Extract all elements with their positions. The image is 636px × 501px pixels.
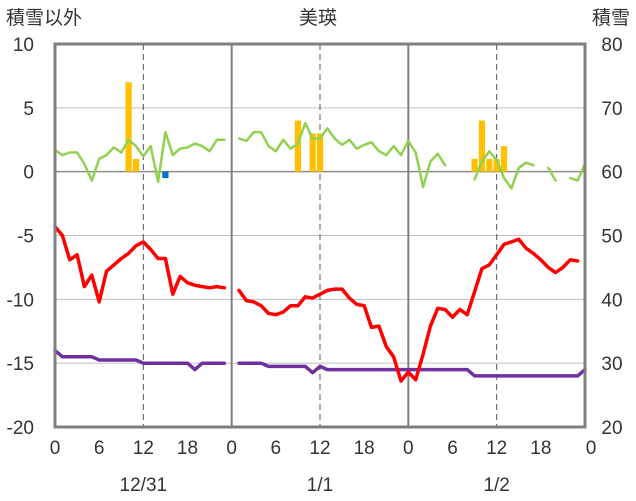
snowfall-change-bar	[162, 171, 169, 179]
x-tick-label: 6	[271, 438, 282, 459]
x-tick-label: 12	[133, 438, 154, 459]
x-tick-label: 18	[354, 438, 375, 459]
right-tick-label: 40	[601, 290, 622, 311]
right-tick-label: 80	[601, 35, 622, 56]
temperature-line	[237, 237, 580, 383]
right-tick-label: 70	[601, 99, 622, 120]
wind-line	[237, 121, 447, 189]
x-axis-ticks: 0 6 12 18 0 6 12 18 0 6 12 18 0	[50, 438, 597, 459]
x-tick-label: 0	[403, 438, 414, 459]
x-tick-label: 6	[447, 438, 458, 459]
precipitation-bar	[478, 120, 486, 172]
right-tick-label: 60	[601, 163, 622, 184]
grid-lines	[55, 44, 585, 427]
right-axis-ticks: 80 70 60 50 40 30 20	[601, 35, 622, 439]
date-labels: 12/31 1/1 1/2	[120, 475, 510, 496]
plot-frame	[53, 42, 587, 429]
left-tick-label: -20	[7, 418, 34, 439]
right-tick-label: 20	[601, 418, 622, 439]
date-label: 1/1	[307, 475, 333, 496]
precipitation-bar	[132, 158, 140, 172]
chart-title: 美瑛	[299, 7, 337, 29]
left-tick-label: 10	[13, 35, 34, 56]
left-tick-label: -15	[7, 354, 34, 375]
left-axis-ticks: 10 5 0 -5 -10 -15 -20	[7, 35, 34, 439]
date-label: 1/2	[483, 475, 509, 496]
left-axis-label: 積雪以外	[6, 7, 82, 29]
left-tick-label: 0	[23, 163, 34, 184]
date-label: 12/31	[120, 475, 168, 496]
precipitation-bar	[125, 82, 132, 172]
precipitation-bar	[309, 133, 316, 172]
precipitation-bar	[486, 158, 493, 172]
right-axis-label: 積雪	[592, 7, 630, 29]
wind-line	[569, 162, 587, 182]
x-tick-label: 18	[177, 438, 198, 459]
precipitation-bar	[471, 158, 478, 172]
x-tick-label: 0	[586, 438, 597, 459]
x-tick-label: 0	[226, 438, 237, 459]
left-tick-label: 5	[23, 99, 34, 120]
wind-line	[473, 149, 535, 190]
left-tick-label: -5	[17, 227, 34, 248]
precipitation-bar	[493, 158, 500, 172]
precipitation-bar	[294, 120, 302, 172]
wind-line	[53, 130, 226, 184]
x-tick-label: 18	[530, 438, 551, 459]
line-series	[53, 121, 587, 383]
x-tick-label: 12	[486, 438, 507, 459]
bar-series	[125, 82, 508, 179]
right-tick-label: 50	[601, 227, 622, 248]
wind-line	[546, 166, 557, 182]
temperature-line	[53, 224, 227, 304]
x-tick-label: 0	[50, 438, 61, 459]
right-tick-label: 30	[601, 354, 622, 375]
precipitation-bar	[500, 146, 508, 172]
precipitation-bar	[316, 133, 324, 172]
left-tick-label: -10	[7, 290, 34, 311]
snow-depth-line	[53, 348, 227, 372]
x-tick-label: 12	[309, 438, 330, 459]
snow-depth-line	[237, 361, 587, 378]
x-tick-label: 6	[94, 438, 105, 459]
